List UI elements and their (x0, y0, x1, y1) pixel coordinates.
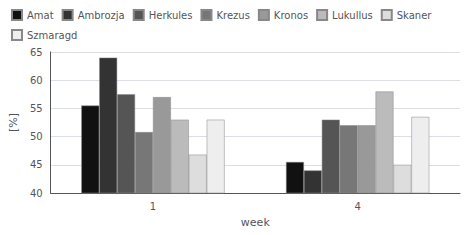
svg-text:4: 4 (354, 201, 360, 212)
svg-text:55: 55 (30, 103, 43, 114)
svg-text:Lukullus: Lukullus (332, 10, 373, 21)
svg-text:40: 40 (30, 188, 43, 199)
svg-text:[%]: [%] (7, 113, 20, 132)
svg-text:65: 65 (30, 47, 43, 58)
svg-text:Herkules: Herkules (149, 10, 193, 21)
svg-text:Skaner: Skaner (397, 10, 433, 21)
svg-text:Szmaragd: Szmaragd (27, 30, 77, 41)
svg-text:Ambrozja: Ambrozja (78, 10, 125, 21)
svg-text:week: week (241, 216, 271, 229)
svg-text:Amat: Amat (27, 10, 54, 21)
svg-text:Krezus: Krezus (216, 10, 249, 21)
svg-text:1: 1 (150, 201, 156, 212)
svg-text:45: 45 (30, 159, 43, 170)
svg-text:60: 60 (30, 75, 43, 86)
svg-text:50: 50 (30, 131, 43, 142)
svg-text:Kronos: Kronos (274, 10, 308, 21)
